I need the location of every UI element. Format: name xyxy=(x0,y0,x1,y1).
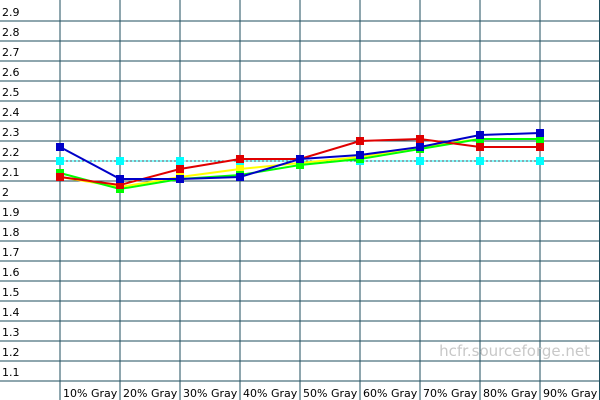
point-marker xyxy=(56,143,64,151)
y-tick-label: 1.7 xyxy=(2,246,20,259)
point-marker xyxy=(536,157,544,165)
y-tick-label: 1.8 xyxy=(2,226,20,239)
point-marker xyxy=(176,165,184,173)
x-tick-label: 30% Gray xyxy=(183,387,238,400)
y-tick-label: 1.2 xyxy=(2,346,20,359)
y-tick-label: 1.1 xyxy=(2,366,20,379)
y-tick-label: 2.6 xyxy=(2,66,20,79)
y-tick-label: 2.3 xyxy=(2,126,20,139)
point-marker xyxy=(476,131,484,139)
point-marker xyxy=(416,143,424,151)
y-tick-label: 2 xyxy=(2,186,9,199)
point-marker xyxy=(476,143,484,151)
watermark: hcfr.sourceforge.net xyxy=(439,342,590,360)
point-marker xyxy=(56,173,64,181)
point-marker xyxy=(416,135,424,143)
x-tick-label: 80% Gray xyxy=(483,387,538,400)
point-marker xyxy=(176,175,184,183)
point-marker xyxy=(536,129,544,137)
y-tick-label: 2.1 xyxy=(2,166,20,179)
x-tick-label: 20% Gray xyxy=(123,387,178,400)
y-tick-label: 2.8 xyxy=(2,26,20,39)
x-tick-label: 10% Gray xyxy=(63,387,118,400)
point-marker xyxy=(236,173,244,181)
y-tick-label: 1.6 xyxy=(2,266,20,279)
y-tick-label: 1.3 xyxy=(2,326,20,339)
point-marker xyxy=(536,143,544,151)
point-marker xyxy=(536,135,544,143)
y-tick-label: 2.9 xyxy=(2,6,20,19)
x-tick-label: 50% Gray xyxy=(303,387,358,400)
point-marker xyxy=(476,157,484,165)
y-tick-label: 1.5 xyxy=(2,286,20,299)
y-tick-label: 2.5 xyxy=(2,86,20,99)
point-marker xyxy=(416,157,424,165)
point-marker xyxy=(296,161,304,169)
y-tick-label: 2.4 xyxy=(2,106,20,119)
point-marker xyxy=(116,181,124,189)
point-marker xyxy=(176,157,184,165)
point-marker xyxy=(236,165,244,173)
y-tick-label: 1.9 xyxy=(2,206,20,219)
point-marker xyxy=(356,151,364,159)
x-tick-label: 60% Gray xyxy=(363,387,418,400)
y-tick-label: 2.7 xyxy=(2,46,20,59)
point-marker xyxy=(236,155,244,163)
x-tick-label: 70% Gray xyxy=(423,387,478,400)
x-tick-label: 90% Gray xyxy=(543,387,598,400)
point-marker xyxy=(56,157,64,165)
x-tick-label: 40% Gray xyxy=(243,387,298,400)
point-marker xyxy=(356,137,364,145)
point-marker xyxy=(116,175,124,183)
point-marker xyxy=(296,155,304,163)
y-tick-label: 2.2 xyxy=(2,146,20,159)
y-tick-label: 1.4 xyxy=(2,306,20,319)
point-marker xyxy=(116,157,124,165)
